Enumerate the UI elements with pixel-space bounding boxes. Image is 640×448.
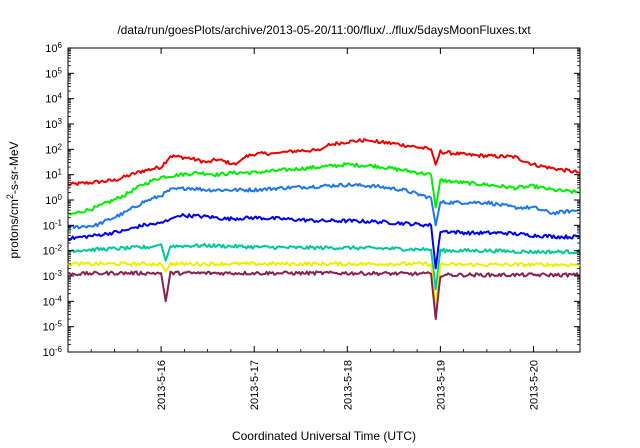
series-layer [67,137,581,320]
series-line-3 [68,213,581,270]
y-axis-title: protons/cm2-s-sr-MeV [5,141,21,258]
y-tick-label: 10-1 [43,218,63,233]
x-tick-label: 2013-5-19 [435,360,447,410]
series-line-1 [67,162,581,216]
y-tick-label: 103 [45,117,62,132]
x-axis-title: Coordinated Universal Time (UTC) [232,429,416,443]
y-tick-label: 106 [45,41,62,56]
series-line-6 [67,270,581,320]
y-tick-label: 104 [45,91,62,106]
x-tick-label: 2013-5-17 [249,360,261,410]
series-line-5 [67,261,581,310]
y-axis-ticks: 10-6 10-5 10-4 10-3 10-2 10-1 100 101 102 103 104 1… [43,41,580,360]
y-tick-label: 10-4 [43,294,63,309]
y-tick-label: 10-2 [43,243,63,258]
chart-title: /data/run/goesPlots/archive/2013-05-20/1… [117,23,531,37]
x-tick-label: 2013-5-20 [528,360,540,410]
plot-area: 10-6 10-5 10-4 10-3 10-2 10-1 100 101 102 103 104 1… [43,41,581,410]
y-tick-label: 10-6 [43,345,63,360]
y-tick-label: 10-3 [43,269,63,284]
series-line-4 [67,242,581,291]
series-line-0 [67,137,581,187]
y-tick-label: 10-5 [43,319,63,334]
y-tick-label: 105 [45,66,62,81]
y-tick-label: 100 [45,193,62,208]
x-axis-ticks: 2013-5-16 2013-5-17 2013-5-18 2013-5-19 2013… [90,48,581,410]
y-tick-label: 101 [45,167,62,182]
series-line-2 [67,182,581,230]
x-tick-label: 2013-5-16 [156,360,168,410]
x-tick-label: 2013-5-18 [342,360,354,410]
y-tick-label: 102 [45,142,62,157]
